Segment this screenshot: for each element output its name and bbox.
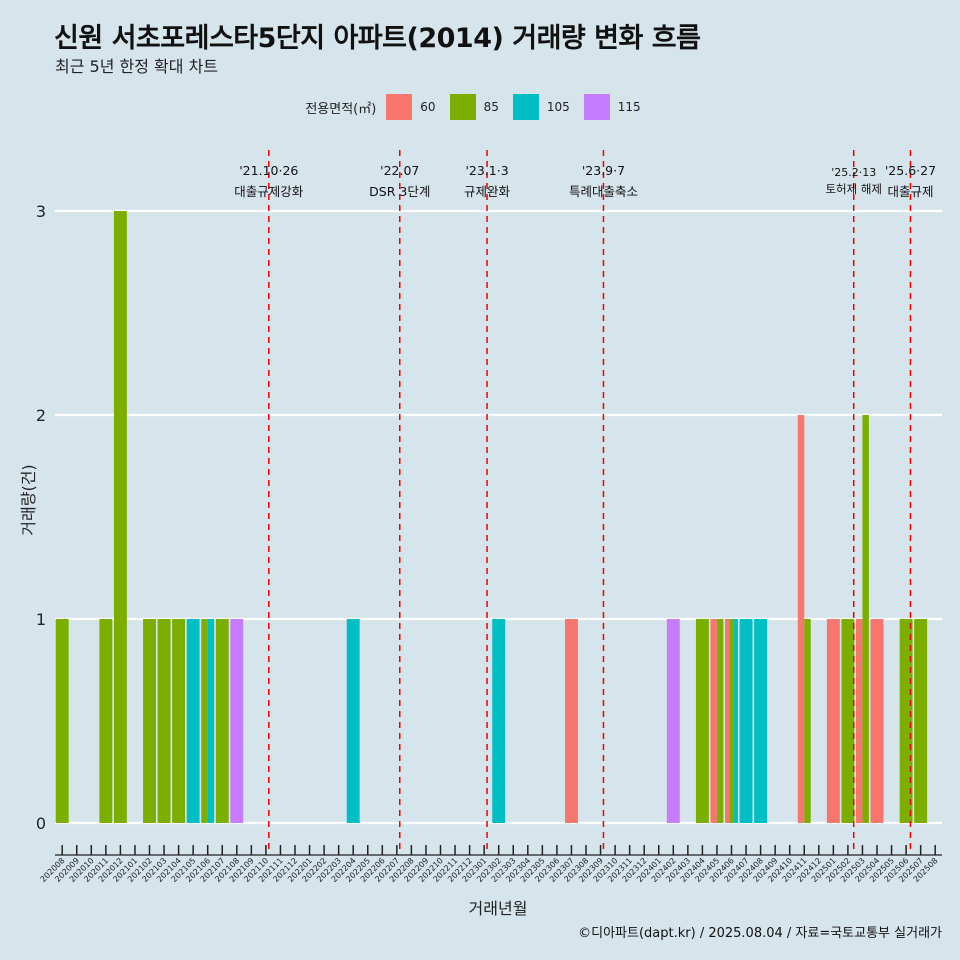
- bar-202405-85: [716, 619, 724, 823]
- legend-swatch-105: [512, 94, 539, 120]
- y-axis: 0 1 2 3: [36, 202, 46, 833]
- bar-202411-85: [804, 619, 811, 823]
- bar-202408-105: [754, 619, 768, 823]
- bar-202407-105: [739, 619, 753, 823]
- chart-subtitle: 최근 5년 한정 확대 차트: [55, 57, 219, 76]
- bar-202406-60: [725, 619, 730, 823]
- y-tick-label: 0: [36, 814, 46, 833]
- event-lines: [268, 150, 912, 852]
- event-name-label: 특례대출축소: [569, 184, 638, 199]
- bar-202204-105: [346, 619, 360, 823]
- bar-202502-85: [841, 619, 855, 823]
- y-tick-label: 3: [36, 202, 46, 221]
- event-name-label: 대출규제: [887, 184, 933, 199]
- event-date-label: '21.10·26: [239, 163, 298, 178]
- legend-swatch-60: [386, 94, 413, 120]
- legend-label-105: 105: [546, 100, 570, 114]
- bar-202404-85: [695, 619, 709, 823]
- bar-202307-60: [565, 619, 578, 823]
- event-name-label: 대출규제강화: [234, 184, 304, 199]
- event-date-label: '25.2·13: [831, 166, 876, 179]
- event-name-label: 토허제 해제: [825, 182, 882, 196]
- bar-202402-115: [666, 619, 680, 823]
- legend-label-60: 60: [420, 100, 436, 114]
- bars: [55, 211, 928, 823]
- bar-202102-85: [143, 619, 156, 823]
- legend-title: 전용면적(㎡): [305, 101, 377, 117]
- legend-item-105: 105: [512, 94, 570, 120]
- legend-label-115: 115: [617, 100, 641, 114]
- event-annotations: '21.10·26 대출규제강화 '22.07 DSR 3단계 '23.1·3 규제완화 '…: [234, 163, 936, 199]
- bar-202506-85: [899, 619, 913, 823]
- event-date-label: '25.6·27: [885, 163, 936, 178]
- bar-202106-85: [201, 619, 208, 823]
- y-axis-label: 거래량(건): [19, 464, 38, 535]
- bar-202105-105: [186, 619, 200, 823]
- bar-202405-60: [710, 619, 717, 823]
- bar-202406-105: [733, 619, 738, 823]
- bar-202503-60: [856, 619, 863, 823]
- bar-202104-85: [172, 619, 186, 823]
- bar-202106-105: [207, 619, 215, 823]
- y-tick-label: 1: [36, 610, 46, 629]
- y-tick-label: 2: [36, 406, 46, 425]
- bar-202504-60: [870, 619, 884, 823]
- bar-202008-85: [55, 619, 69, 823]
- bar-202411-60: [797, 415, 805, 823]
- event-date-label: '23.1·3: [465, 163, 508, 178]
- legend: 전용면적(㎡) 60 85 105 115: [0, 93, 960, 121]
- x-axis-label: 거래년월: [469, 899, 528, 918]
- x-axis: 2020082020092020102020112020122021012021…: [39, 845, 942, 884]
- bar-202406-85: [729, 619, 734, 823]
- legend-swatch-115: [583, 94, 610, 120]
- event-name-label: DSR 3단계: [369, 184, 430, 199]
- bar-202012-85: [113, 211, 127, 823]
- legend-label-85: 85: [483, 100, 499, 114]
- bar-202507-85: [914, 619, 928, 823]
- bar-202503-85: [862, 415, 869, 823]
- event-name-label: 규제완화: [464, 184, 511, 199]
- bar-202108-115: [230, 619, 244, 823]
- bar-202501-60: [826, 619, 840, 823]
- legend-swatch-85: [449, 94, 476, 120]
- legend-item-115: 115: [583, 94, 641, 120]
- event-date-label: '23.9·7: [582, 163, 625, 178]
- event-date-label: '22.07: [380, 163, 419, 178]
- source-caption: ©디아파트(dapt.kr) / 2025.08.04 / 자료=국토교통부 실…: [578, 926, 942, 941]
- bar-202302-105: [492, 619, 506, 823]
- legend-item-60: 60: [386, 94, 436, 120]
- bar-202107-85: [215, 619, 229, 823]
- chart-title: 신원 서초포레스타5단지 아파트(2014) 거래량 변화 흐름: [54, 23, 701, 54]
- bar-202103-85: [157, 619, 171, 823]
- bar-202011-85: [99, 619, 113, 823]
- legend-item-85: 85: [449, 94, 499, 120]
